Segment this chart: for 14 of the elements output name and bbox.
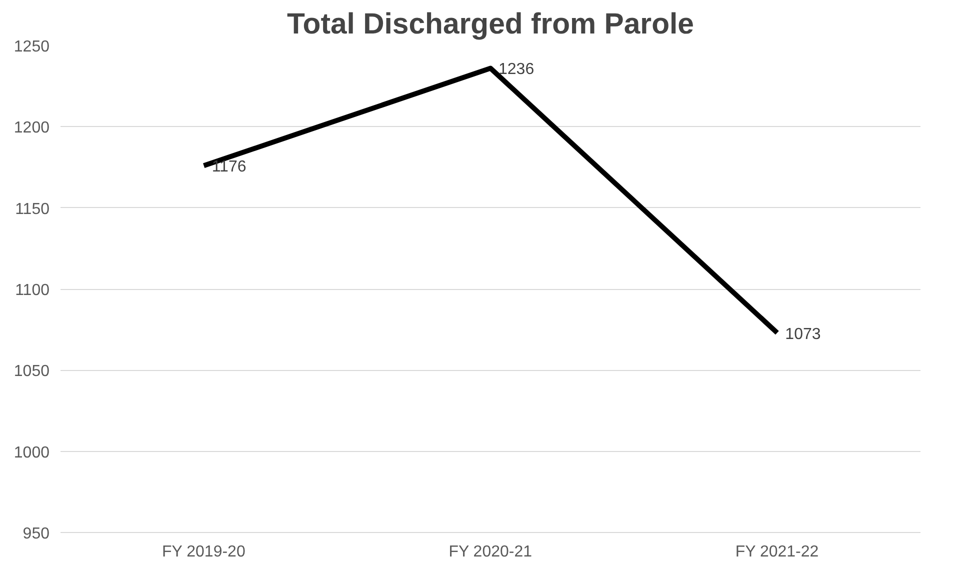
data-label: 1073 — [785, 326, 821, 343]
x-tick-label: FY 2019-20 — [162, 544, 246, 560]
chart-title: Total Discharged from Parole — [287, 8, 694, 40]
y-tick-label: 1000 — [14, 444, 50, 462]
y-tick-label: 1100 — [15, 282, 50, 299]
data-label: 1236 — [498, 61, 534, 78]
x-tick-label: FY 2020-21 — [448, 544, 532, 560]
y-tick-label: 1250 — [14, 38, 50, 56]
y-tick-label: 1200 — [14, 120, 50, 137]
y-tick-label: 950 — [22, 526, 50, 542]
y-tick-label: 1150 — [15, 200, 50, 218]
y-tick-label: 1050 — [14, 363, 50, 380]
x-tick-label: FY 2021-22 — [735, 544, 819, 560]
data-label: 1176 — [212, 158, 246, 176]
